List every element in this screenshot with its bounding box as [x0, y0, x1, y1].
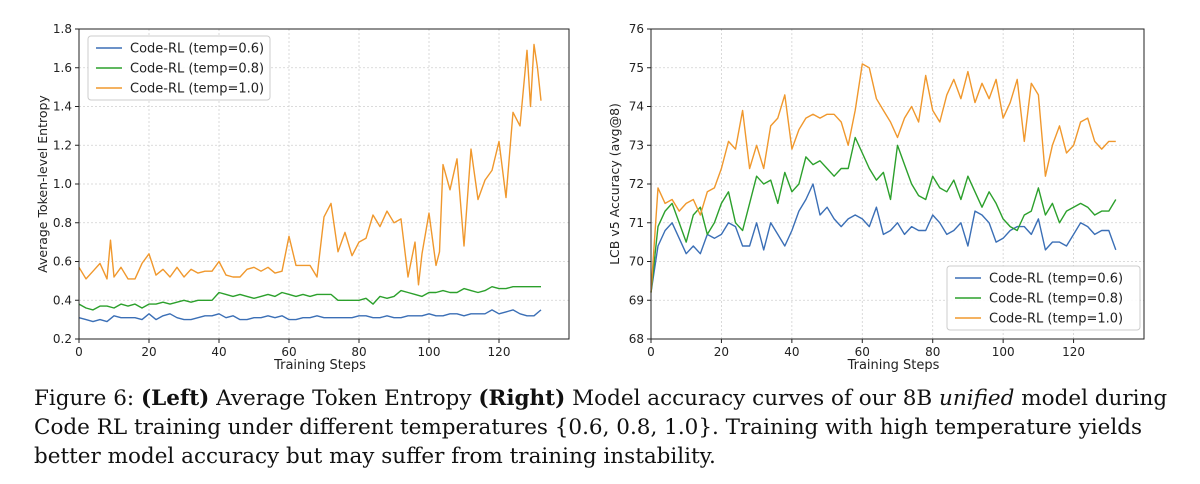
- x-tick-label: 60: [855, 345, 870, 359]
- x-tick-label: 100: [418, 345, 441, 359]
- series-line-1: [78, 309, 542, 323]
- caption-left-label: (Left): [141, 386, 210, 411]
- y-tick-label: 0.6: [53, 255, 72, 269]
- x-tick-label: 20: [141, 345, 156, 359]
- y-tick-label: 72: [629, 177, 644, 191]
- y-axis-label: Average Token-level Entropy: [35, 95, 50, 273]
- series-line-1: [650, 183, 1117, 293]
- legend-box: [946, 265, 1141, 331]
- figure-caption: Figure 6: (Left) Average Token Entropy (…: [34, 384, 1174, 471]
- y-tick-label: 1.2: [53, 138, 72, 152]
- y-axis-label: LCB v5 Accuracy (avg@8): [607, 103, 622, 265]
- y-tick-label: 1.8: [53, 22, 72, 36]
- x-tick-label: 40: [211, 345, 226, 359]
- series-line-2: [650, 136, 1117, 293]
- x-tick-label: 80: [925, 345, 940, 359]
- y-tick-label: 70: [629, 255, 644, 269]
- x-tick-label: 80: [351, 345, 366, 359]
- caption-text-3: model during Code RL training under diff…: [34, 386, 1168, 469]
- y-tick-label: 1.6: [53, 61, 72, 75]
- series-line-3: [650, 63, 1116, 293]
- legend: Code-RL (temp=0.6) Code-RL (temp=0.8) Code…: [946, 265, 1141, 331]
- caption-text-2: Model accuracy curves of our 8B: [565, 386, 940, 411]
- y-tick-label: 69: [629, 293, 644, 307]
- legend-label-3: Code-RL (temp=1.0): [989, 312, 1123, 327]
- y-tick-label: 0.8: [53, 216, 72, 230]
- y-tick-label: 0.4: [53, 293, 72, 307]
- chart-left: 0.2 0.4 0.6 0.8 1.0 1.2 1.4 1.6 1.8 0 20 40 60 80 100 1…: [35, 22, 570, 373]
- x-tick-label: 0: [75, 345, 83, 359]
- x-axis-label: Training Steps: [273, 358, 366, 373]
- y-tick-label: 1.4: [53, 100, 72, 114]
- x-tick-label: 0: [647, 345, 655, 359]
- legend-box: [87, 35, 271, 101]
- x-tick-label: 120: [1062, 345, 1085, 359]
- legend: Code-RL (temp=0.6) Code-RL (temp=0.8) Code…: [87, 35, 271, 101]
- legend-label-1: Code-RL (temp=0.6): [989, 272, 1123, 287]
- legend-label-2: Code-RL (temp=0.8): [130, 62, 264, 77]
- y-tick-label: 71: [629, 216, 644, 230]
- x-tick-label: 120: [488, 345, 511, 359]
- legend-label-1: Code-RL (temp=0.6): [130, 42, 264, 57]
- figure-charts: 0.2 0.4 0.6 0.8 1.0 1.2 1.4 1.6 1.8 0 20 40 60 80 100 1…: [35, 22, 1145, 373]
- series-line-2: [78, 286, 541, 311]
- x-tick-label: 60: [281, 345, 296, 359]
- x-axis-label: Training Steps: [847, 358, 940, 373]
- y-tick-label: 74: [629, 100, 644, 114]
- x-tick-label: 40: [784, 345, 799, 359]
- legend-label-2: Code-RL (temp=0.8): [989, 292, 1123, 307]
- caption-text-1: Average Token Entropy: [209, 386, 479, 411]
- x-tick-label: 100: [992, 345, 1015, 359]
- series-line-3: [78, 43, 542, 286]
- legend-label-3: Code-RL (temp=1.0): [130, 82, 264, 97]
- y-tick-label: 73: [629, 138, 644, 152]
- caption-italic-word: unified: [939, 386, 1015, 411]
- y-tick-label: 76: [629, 22, 644, 36]
- x-tick-label: 20: [714, 345, 729, 359]
- caption-right-label: (Right): [478, 386, 566, 411]
- caption-prefix: Figure 6:: [34, 386, 141, 411]
- y-tick-label: 1.0: [53, 177, 72, 191]
- y-tick-label: 75: [629, 61, 644, 75]
- y-tick-label: 0.2: [53, 332, 72, 346]
- y-tick-label: 68: [629, 332, 644, 346]
- chart-right: 68 69 70 71 72 73 74 75 76 0 20 40 60 80 100 120 Trainin…: [607, 22, 1145, 373]
